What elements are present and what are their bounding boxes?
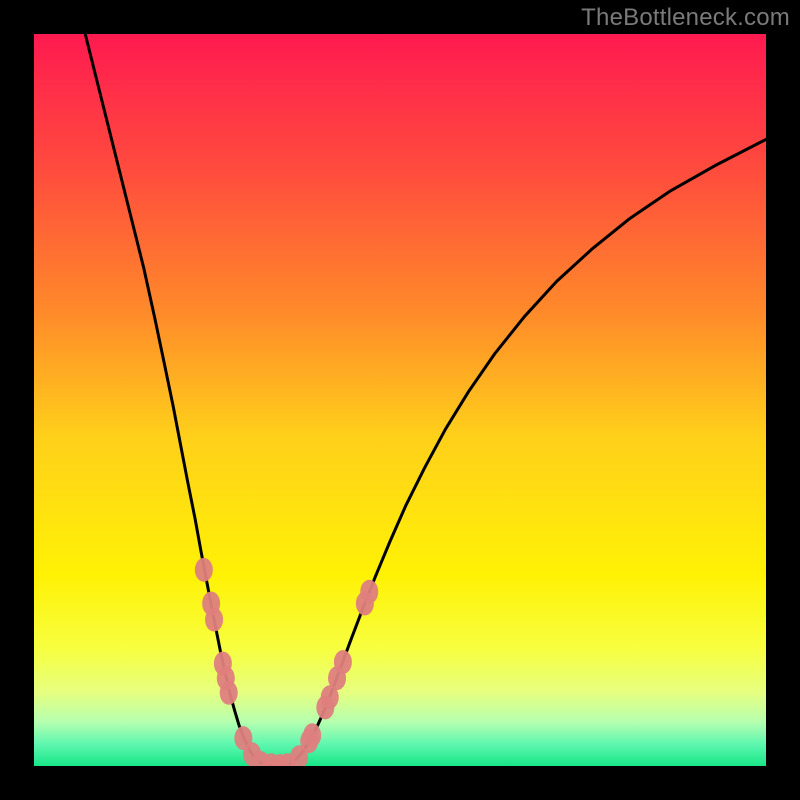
chart-svg: [34, 34, 766, 766]
curve-marker: [303, 723, 321, 747]
curve-marker: [205, 608, 223, 632]
watermark-text: TheBottleneck.com: [581, 4, 790, 32]
curve-marker: [360, 580, 378, 604]
curve-marker: [195, 558, 213, 582]
curve-marker: [334, 650, 352, 674]
plot-area: [34, 34, 766, 766]
curve-marker: [220, 681, 238, 705]
chart-background: [34, 34, 766, 766]
page-root: TheBottleneck.com: [0, 0, 800, 800]
